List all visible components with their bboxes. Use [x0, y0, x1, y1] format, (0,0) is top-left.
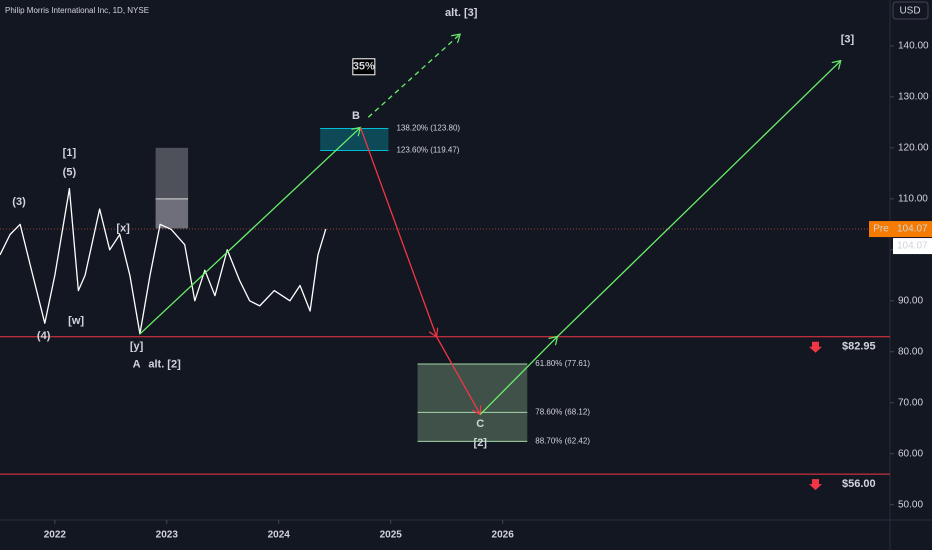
wave-label: (4): [37, 330, 51, 342]
fib-label: 138.20% (123.80): [396, 124, 460, 133]
wave-label: 35%: [353, 61, 375, 73]
y-tick-label: 140.00: [898, 41, 929, 52]
wave-label: [2]: [474, 437, 488, 449]
y-tick-label: 90.00: [898, 295, 923, 306]
x-tick-label: 2026: [492, 530, 515, 541]
pre-tag: Pre: [873, 224, 889, 235]
x-tick-label: 2025: [380, 530, 403, 541]
wave-label: [3]: [841, 34, 855, 46]
wave-arrow: [367, 34, 460, 118]
wave-label: [w]: [68, 315, 84, 327]
currency[interactable]: USD: [899, 6, 920, 17]
currency-box[interactable]: [892, 1, 929, 20]
y-tick-label: 70.00: [898, 397, 923, 408]
y-tick-label: 80.00: [898, 346, 923, 357]
chart-title: Philip Morris International Inc, 1D, NYS…: [5, 6, 149, 15]
wave-label: A: [133, 358, 141, 370]
last-price: 104.07: [897, 241, 928, 252]
fib-label: 123.60% (119.47): [396, 146, 459, 155]
y-tick-label: 110.00: [898, 193, 928, 204]
y-tick-label: 50.00: [898, 499, 923, 510]
wave-label: B: [352, 110, 360, 122]
wave-label: alt. [3]: [445, 7, 478, 19]
level-label: $56.00: [842, 478, 876, 490]
wave-label: [1]: [63, 147, 77, 159]
x-tick-label: 2024: [268, 530, 291, 541]
pre-value-badge: [893, 221, 932, 238]
wave-arrow: [359, 127, 480, 414]
fib-label: 88.70% (62.42): [535, 436, 590, 445]
fib-zone: [320, 128, 389, 151]
range-box: [155, 147, 189, 199]
fib-zone: [417, 363, 528, 442]
pre-value: 104.07: [897, 224, 928, 235]
last-price-badge: [893, 238, 932, 255]
wave-label: (3): [12, 196, 26, 208]
y-tick-label: 60.00: [898, 448, 923, 459]
wave-label: (5): [63, 167, 77, 179]
wave-label: [y]: [130, 341, 144, 353]
fib-label: 78.60% (68.12): [535, 407, 590, 416]
pre-badge: [869, 221, 893, 238]
y-tick-label: 120.00: [898, 142, 929, 153]
wave-arrow: [479, 61, 840, 415]
fib-label: 61.80% (77.61): [535, 359, 590, 368]
price-line: [0, 187, 327, 335]
label-box: [352, 58, 376, 76]
wave-label: [x]: [116, 222, 130, 234]
x-tick-label: 2023: [156, 530, 179, 541]
level-label: $82.95: [842, 341, 876, 353]
wave-label: C: [476, 418, 484, 430]
x-tick-label: 2022: [44, 530, 67, 541]
wave-label: alt. [2]: [148, 358, 181, 370]
range-box: [155, 198, 189, 229]
wave-arrow: [139, 127, 361, 335]
down-arrow-icon: [809, 479, 822, 491]
y-tick-label: 130.00: [898, 92, 929, 103]
